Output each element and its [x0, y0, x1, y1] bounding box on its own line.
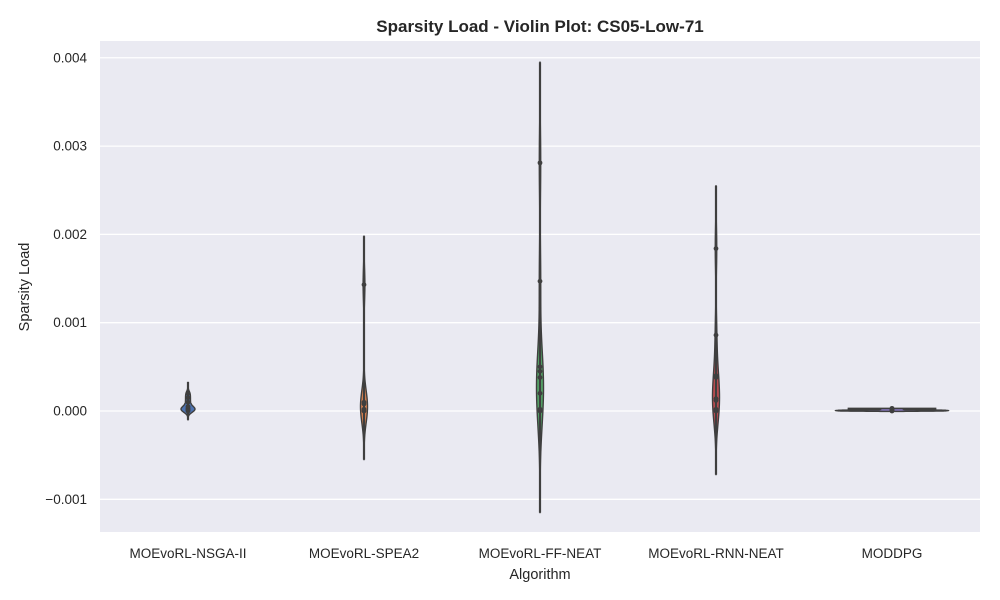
data-point [185, 395, 191, 401]
data-point [889, 405, 895, 411]
violin-MOEvoRL-RNN-NEAT [711, 185, 721, 476]
data-point [713, 332, 719, 338]
data-point [537, 368, 543, 374]
y-tick-label: 0.002 [53, 227, 87, 242]
data-point [185, 399, 191, 405]
chart-title: Sparsity Load - Violin Plot: CS05-Low-71 [376, 17, 703, 36]
x-axis-ticks: MOEvoRL-NSGA-II MOEvoRL-SPEA2 MOEvoRL-FF-N… [129, 546, 922, 561]
data-point [537, 278, 543, 284]
y-tick-label: 0.000 [53, 404, 87, 419]
violin-MOEvoRL-NSGA-II [180, 381, 196, 421]
y-tick-label: 0.003 [53, 139, 87, 154]
data-point [537, 364, 543, 370]
data-point [713, 246, 719, 251]
data-point [361, 399, 367, 405]
y-axis-ticks: −0.001 0.000 0.001 0.002 0.003 0.004 [45, 50, 87, 507]
data-point [361, 282, 367, 288]
y-axis-label: Sparsity Load [17, 243, 33, 332]
data-point [185, 390, 191, 396]
data-point [537, 390, 543, 396]
data-point [713, 373, 719, 379]
x-tick-label: MOEvoRL-FF-NEAT [479, 546, 602, 561]
data-point [713, 396, 719, 402]
y-tick-label: 0.001 [53, 315, 87, 330]
x-axis-label: Algorithm [509, 567, 570, 583]
y-tick-label: −0.001 [45, 492, 87, 507]
violin-MOEvoRL-SPEA2 [359, 235, 369, 461]
y-tick-label: 0.004 [53, 50, 87, 65]
data-point [185, 404, 191, 410]
data-point [537, 375, 543, 380]
x-tick-label: MOEvoRL-RNN-NEAT [648, 546, 784, 561]
data-point [537, 160, 543, 166]
data-point [361, 406, 367, 412]
violin-MOEvoRL-FF-NEAT [535, 61, 545, 514]
x-tick-label: MODDPG [862, 546, 923, 561]
data-point [713, 406, 719, 412]
x-tick-label: MOEvoRL-SPEA2 [309, 546, 419, 561]
violins [180, 61, 950, 514]
violin-MODDPG [834, 405, 950, 414]
x-tick-label: MOEvoRL-NSGA-II [129, 546, 246, 561]
data-point [537, 406, 543, 412]
